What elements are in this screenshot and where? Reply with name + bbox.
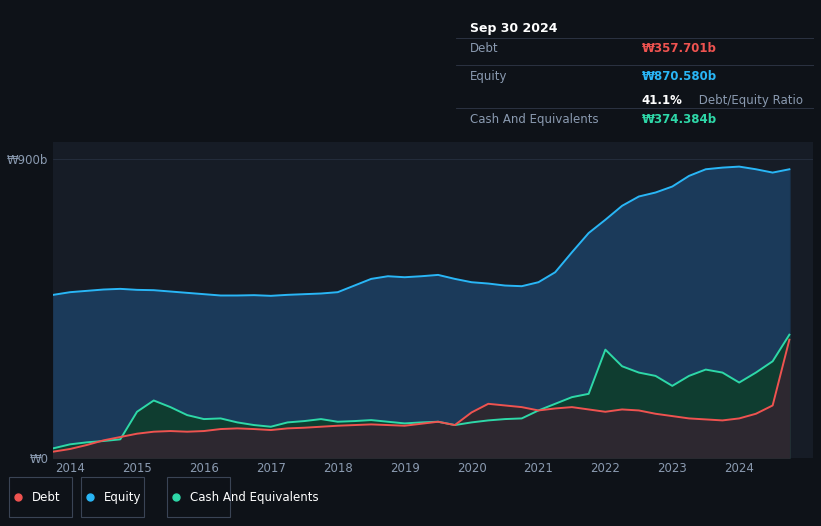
Text: Debt/Equity Ratio: Debt/Equity Ratio bbox=[695, 95, 804, 107]
Text: Debt: Debt bbox=[32, 491, 60, 503]
Text: Equity: Equity bbox=[104, 491, 141, 503]
FancyBboxPatch shape bbox=[167, 477, 231, 518]
Text: Cash And Equivalents: Cash And Equivalents bbox=[190, 491, 319, 503]
Text: Debt: Debt bbox=[470, 43, 498, 55]
Text: ₩870.580b: ₩870.580b bbox=[642, 69, 717, 83]
Text: ₩374.384b: ₩374.384b bbox=[642, 113, 717, 126]
Text: Sep 30 2024: Sep 30 2024 bbox=[470, 22, 557, 35]
Text: 41.1%: 41.1% bbox=[642, 95, 683, 107]
Text: Equity: Equity bbox=[470, 69, 507, 83]
Text: ₩357.701b: ₩357.701b bbox=[642, 43, 717, 55]
FancyBboxPatch shape bbox=[81, 477, 144, 518]
Text: Cash And Equivalents: Cash And Equivalents bbox=[470, 113, 599, 126]
FancyBboxPatch shape bbox=[9, 477, 72, 518]
